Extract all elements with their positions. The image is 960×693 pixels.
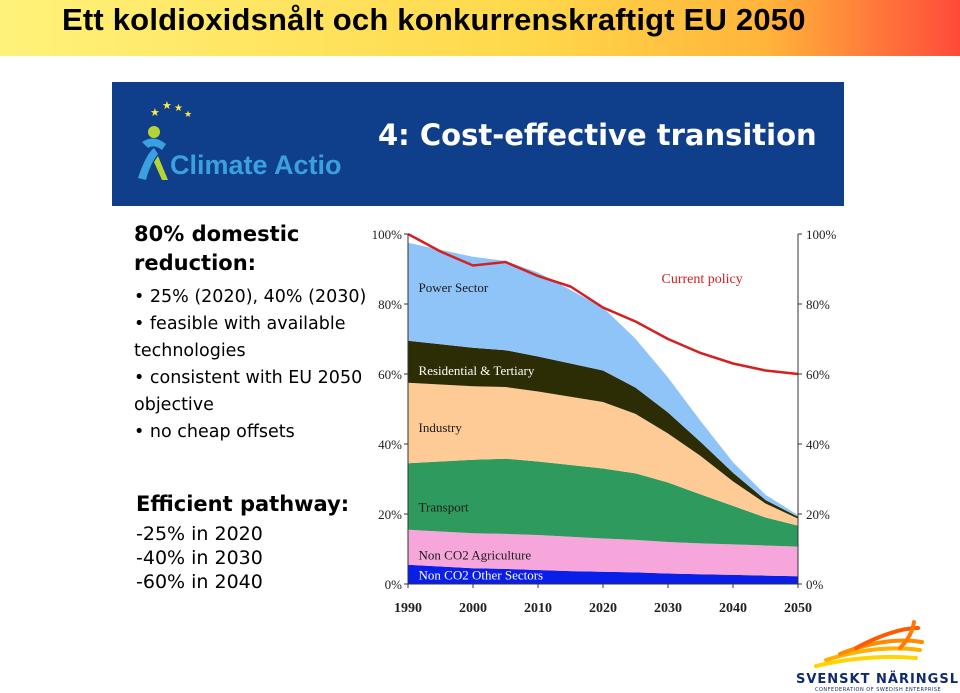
left-text-column: 80% domestic reduction: 25% (2020), 40% … xyxy=(134,220,374,446)
reduction-bullets: 25% (2020), 40% (2030) feasible with ava… xyxy=(134,284,374,446)
area-non-co2-other-sectors xyxy=(408,564,798,584)
bullet-item: no cheap offsets xyxy=(134,419,374,446)
y-tick-label-left: 20% xyxy=(378,507,402,522)
current-policy-line xyxy=(407,232,799,376)
climate-action-logo: ★ ★ ★ ★ Climate Action xyxy=(138,99,342,180)
climate-action-banner: ★ ★ ★ ★ Climate Action 4: Cost-effective… xyxy=(112,82,844,206)
svenskt-naringsliv-logo xyxy=(814,620,924,668)
emissions-area-chart: Non CO2 Other Sectors Non CO2 Agriculture… xyxy=(372,227,837,616)
pathway-item: -60% in 2040 xyxy=(136,571,263,593)
pathway-item: -40% in 2030 xyxy=(136,547,263,569)
area-power-sector xyxy=(408,242,798,517)
area-industry xyxy=(408,382,798,526)
y-tick-label-left: 40% xyxy=(378,437,402,452)
svg-text:★: ★ xyxy=(150,106,160,119)
svg-text:★: ★ xyxy=(174,103,183,114)
x-tick-label: 2030 xyxy=(654,601,682,616)
series-label: Power Sector xyxy=(419,280,489,295)
series-label: Residential & Tertiary xyxy=(419,363,535,378)
y-tick-label-left: 60% xyxy=(378,367,402,382)
domestic-reduction-heading: 80% domestic reduction: xyxy=(134,220,374,278)
y-tick-label-right: 60% xyxy=(806,367,830,382)
bullet-item: feasible with available technologies xyxy=(134,311,374,365)
y-tick-label-right: 100% xyxy=(806,227,837,242)
brand-subtitle: CONFEDERATION OF SWEDISH ENTERPRISE xyxy=(815,687,942,693)
series-label: Transport xyxy=(419,499,469,514)
brand-name: SVENSKT NÄRINGSLIV xyxy=(796,672,960,687)
current-policy-label: Current policy xyxy=(662,272,743,287)
heading-line-2: reduction: xyxy=(134,251,257,275)
slide-title: Ett koldioxidsnålt och konkurrenskraftig… xyxy=(62,2,806,37)
svg-text:★: ★ xyxy=(162,99,172,112)
y-tick-label-left: 0% xyxy=(385,577,403,592)
y-tick-label-right: 20% xyxy=(806,507,830,522)
y-tick-label-left: 100% xyxy=(372,227,403,242)
y-tick-label-right: 0% xyxy=(806,577,824,592)
x-tick-label: 2040 xyxy=(719,601,747,616)
area-residential-tertiary xyxy=(408,340,798,519)
x-tick-label: 2050 xyxy=(784,601,812,616)
title-bar: Ett koldioxidsnålt och konkurrenskraftig… xyxy=(0,0,960,56)
x-tick-label: 2000 xyxy=(459,601,487,616)
area-transport xyxy=(408,458,798,547)
svg-text:★: ★ xyxy=(184,110,192,120)
y-tick-label-right: 40% xyxy=(806,437,830,452)
y-tick-label-right: 80% xyxy=(806,297,830,312)
series-label: Industry xyxy=(419,420,463,435)
area-non-co2-agriculture xyxy=(408,529,798,577)
x-tick-label: 1990 xyxy=(394,601,422,616)
pathway-item: -25% in 2020 xyxy=(136,523,263,545)
banner-title: 4: Cost-effective transition xyxy=(378,118,817,152)
efficient-pathway-list: -25% in 2020 -40% in 2030 -60% in 2040 xyxy=(136,522,263,594)
bullet-item: 25% (2020), 40% (2030) xyxy=(134,284,374,311)
bullet-item: consistent with EU 2050 objective xyxy=(134,365,374,419)
series-label: Non CO2 Other Sectors xyxy=(419,567,544,582)
heading-line-1: 80% domestic xyxy=(134,222,300,246)
series-label: Non CO2 Agriculture xyxy=(419,547,532,562)
efficient-pathway-heading: Efficient pathway: xyxy=(136,492,350,516)
logo-wordmark: Climate Action xyxy=(170,150,342,180)
x-tick-label: 2010 xyxy=(524,601,552,616)
y-tick-label-left: 80% xyxy=(378,297,402,312)
x-tick-label: 2020 xyxy=(589,601,617,616)
